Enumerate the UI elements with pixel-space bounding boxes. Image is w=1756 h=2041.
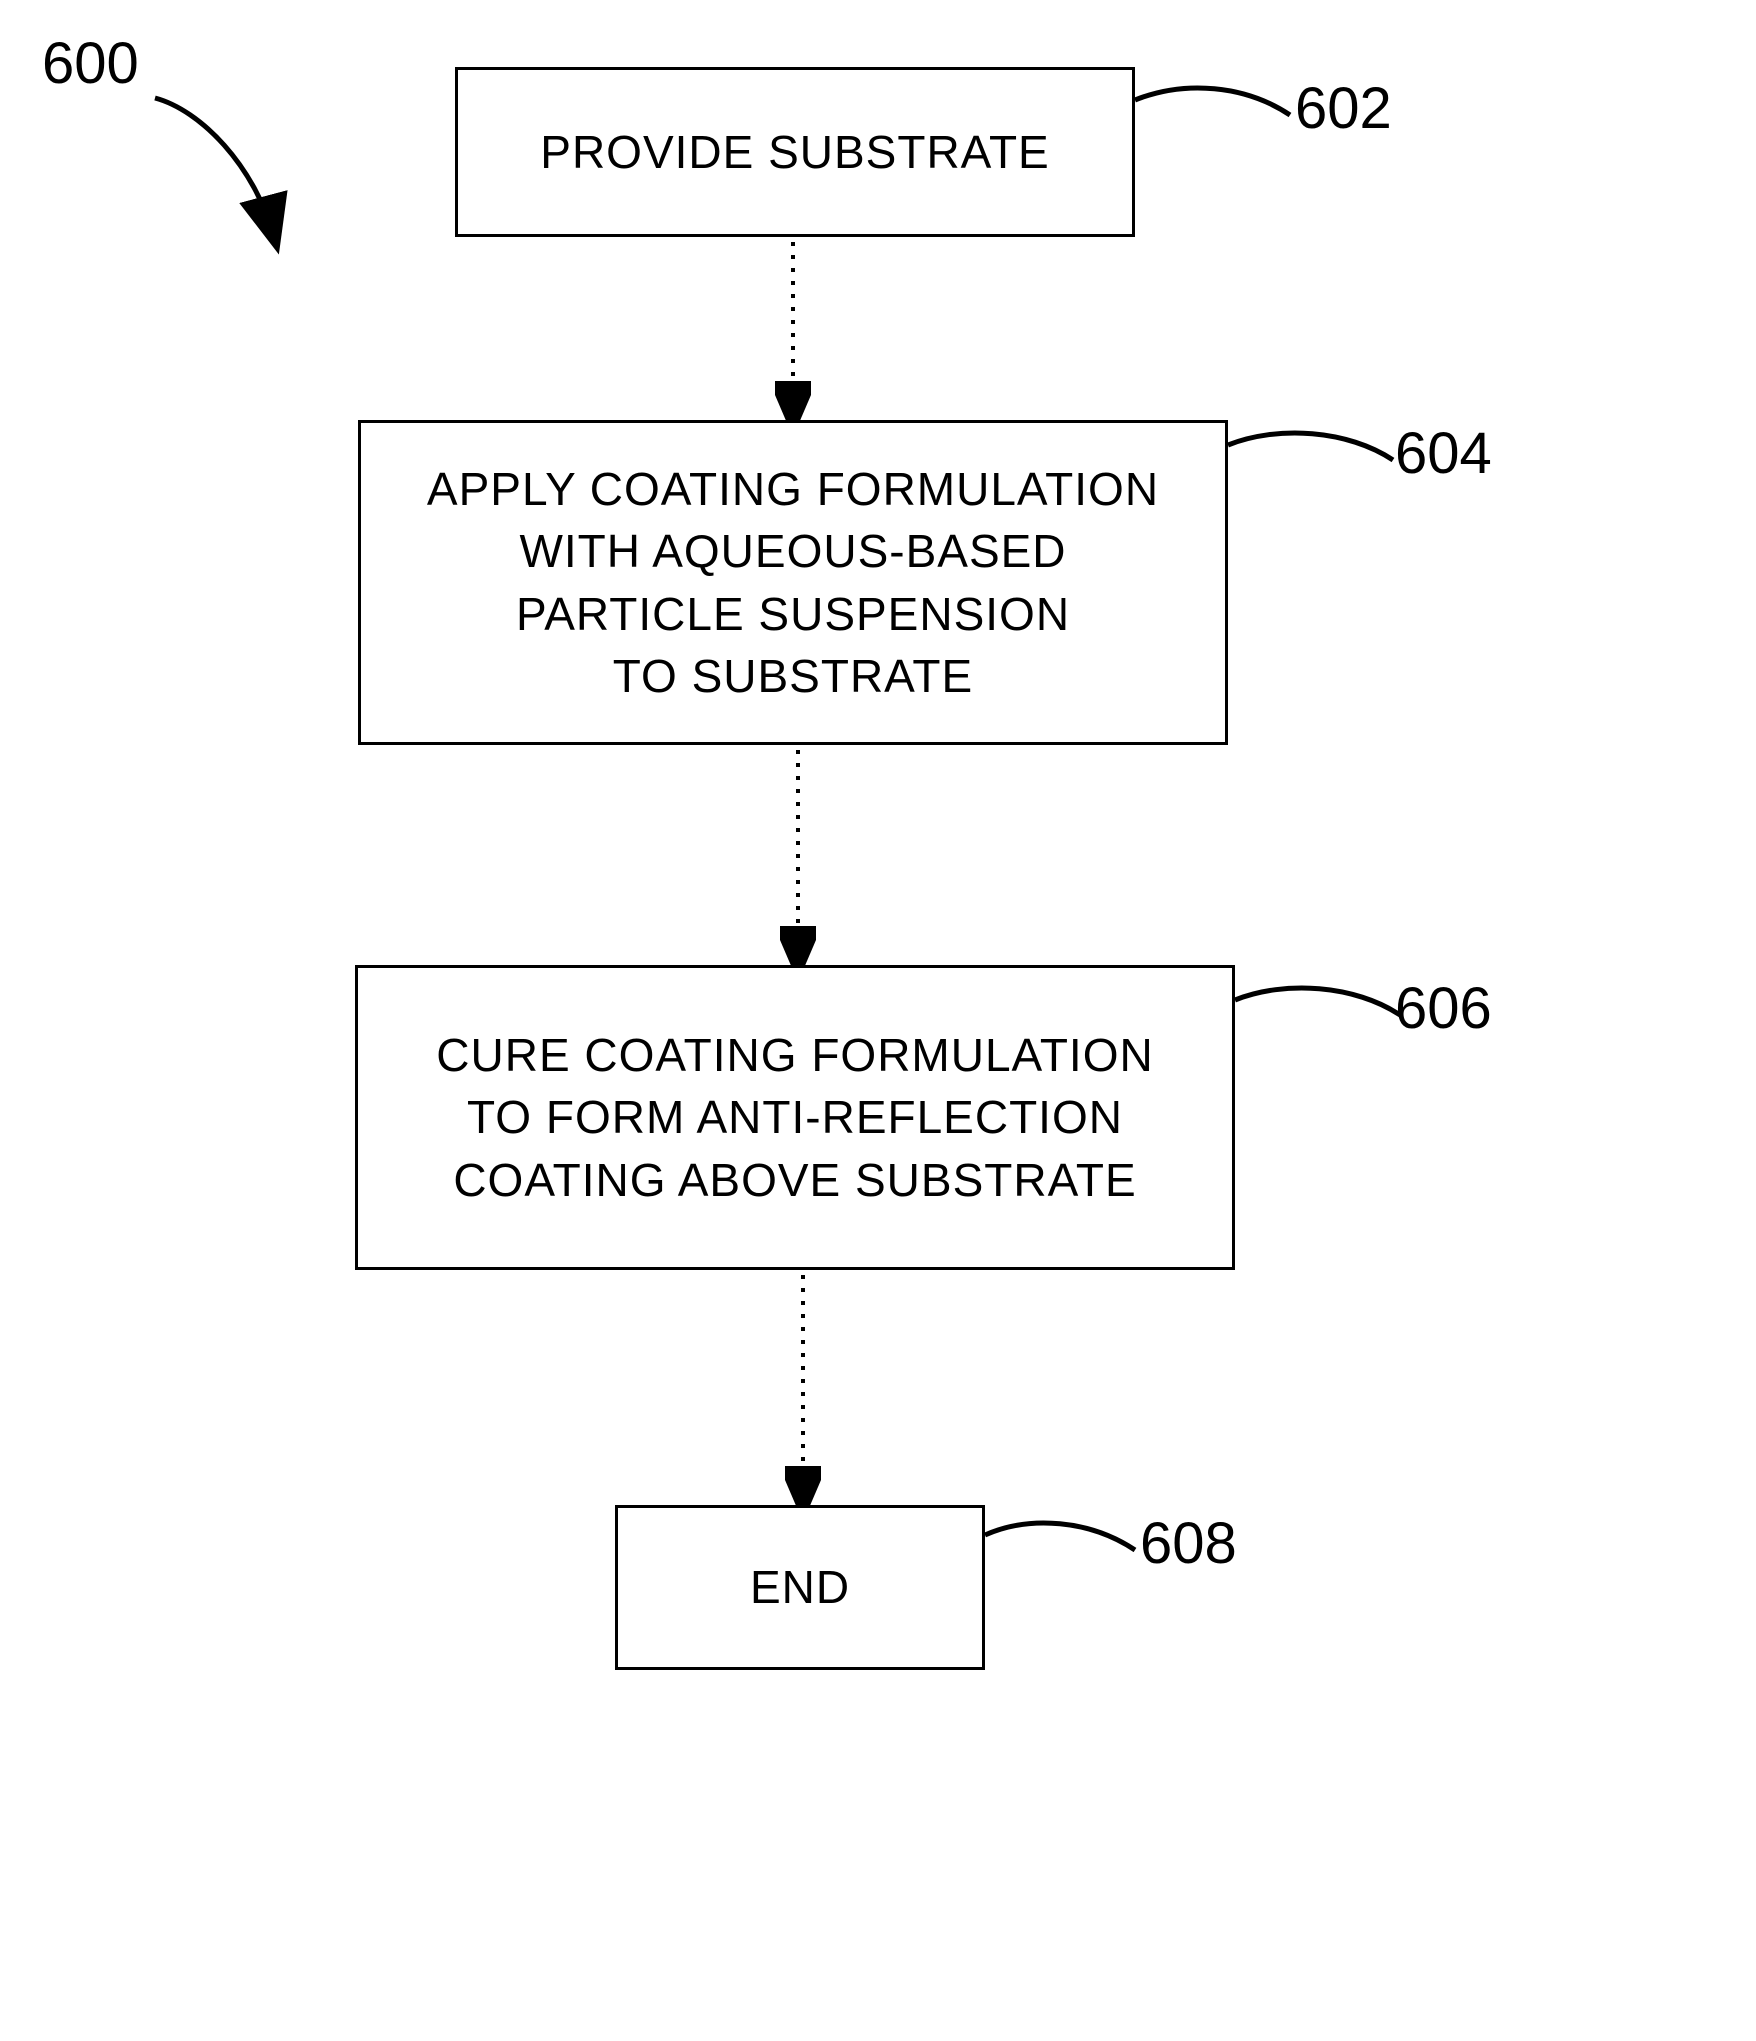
flowchart-container: 600 PROVIDE SUBSTRATE 602 APPLY COATING …: [0, 0, 1756, 2041]
step-label: PROVIDE SUBSTRATE: [540, 121, 1049, 183]
step-label: END: [750, 1556, 850, 1618]
flow-arrow-3-4: [785, 1270, 821, 1512]
leader-608: [975, 1505, 1175, 1625]
flow-arrow-1-2: [775, 237, 811, 427]
leader-606: [1225, 970, 1435, 1090]
step-provide-substrate: PROVIDE SUBSTRATE: [455, 67, 1135, 237]
step-label: CURE COATING FORMULATION TO FORM ANTI-RE…: [436, 1024, 1153, 1210]
diagram-ref-leader-arrow: [100, 75, 340, 295]
leader-604: [1218, 415, 1428, 535]
step-cure-coating: CURE COATING FORMULATION TO FORM ANTI-RE…: [355, 965, 1235, 1270]
step-label: APPLY COATING FORMULATION WITH AQUEOUS-B…: [427, 458, 1159, 706]
step-apply-coating: APPLY COATING FORMULATION WITH AQUEOUS-B…: [358, 420, 1228, 745]
step-end: END: [615, 1505, 985, 1670]
leader-602: [1125, 70, 1325, 190]
flow-arrow-2-3: [780, 745, 816, 973]
